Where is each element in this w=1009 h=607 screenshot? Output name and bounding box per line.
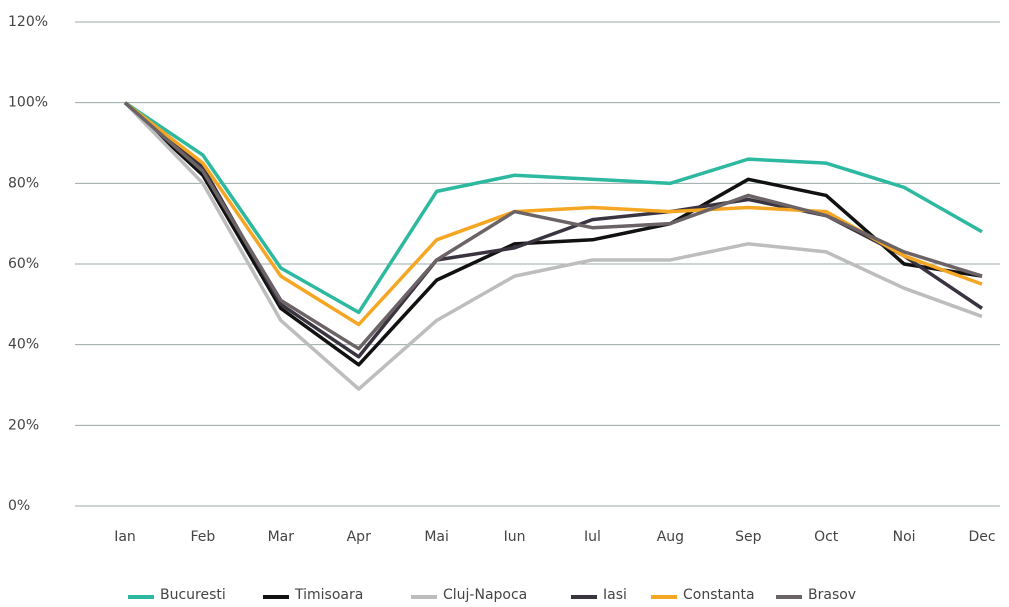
x-tick-label: Aug xyxy=(657,529,684,545)
y-tick-label: 100% xyxy=(8,95,48,111)
x-tick-label: Feb xyxy=(191,529,216,545)
legend-label: Cluj-Napoca xyxy=(443,587,527,603)
legend-item: Constanta xyxy=(651,587,755,603)
legend-item: Timisoara xyxy=(263,587,363,603)
x-tick-label: Dec xyxy=(968,529,995,545)
legend-item: Brasov xyxy=(776,587,856,603)
x-tick-label: Iul xyxy=(584,529,601,545)
x-tick-label: Sep xyxy=(735,529,762,545)
legend-item: Cluj-Napoca xyxy=(411,587,527,603)
legend-item: Iasi xyxy=(571,587,627,603)
y-tick-label: 40% xyxy=(8,337,39,353)
legend-label: Bucuresti xyxy=(160,587,226,603)
x-tick-label: Ian xyxy=(114,529,136,545)
x-tick-label: Apr xyxy=(347,529,371,545)
series-line xyxy=(123,101,983,327)
legend-label: Brasov xyxy=(808,587,856,603)
y-tick-label: 120% xyxy=(8,14,48,30)
y-tick-label: 60% xyxy=(8,256,39,272)
series-line xyxy=(123,101,983,367)
x-tick-label: Mai xyxy=(424,529,449,545)
x-tick-label: Iun xyxy=(504,529,526,545)
y-tick-label: 80% xyxy=(8,175,39,191)
y-tick-label: 0% xyxy=(8,498,30,514)
series-line xyxy=(124,101,983,315)
legend-item: Bucuresti xyxy=(128,587,226,603)
x-tick-label: Oct xyxy=(814,529,839,545)
series-line xyxy=(123,101,983,351)
series-line xyxy=(123,101,983,391)
x-tick-label: Noi xyxy=(893,529,916,545)
y-tick-label: 20% xyxy=(8,417,39,433)
legend-label: Iasi xyxy=(603,587,627,603)
x-tick-label: Mar xyxy=(268,529,295,545)
legend-label: Constanta xyxy=(683,587,755,603)
legend-label: Timisoara xyxy=(294,587,363,603)
